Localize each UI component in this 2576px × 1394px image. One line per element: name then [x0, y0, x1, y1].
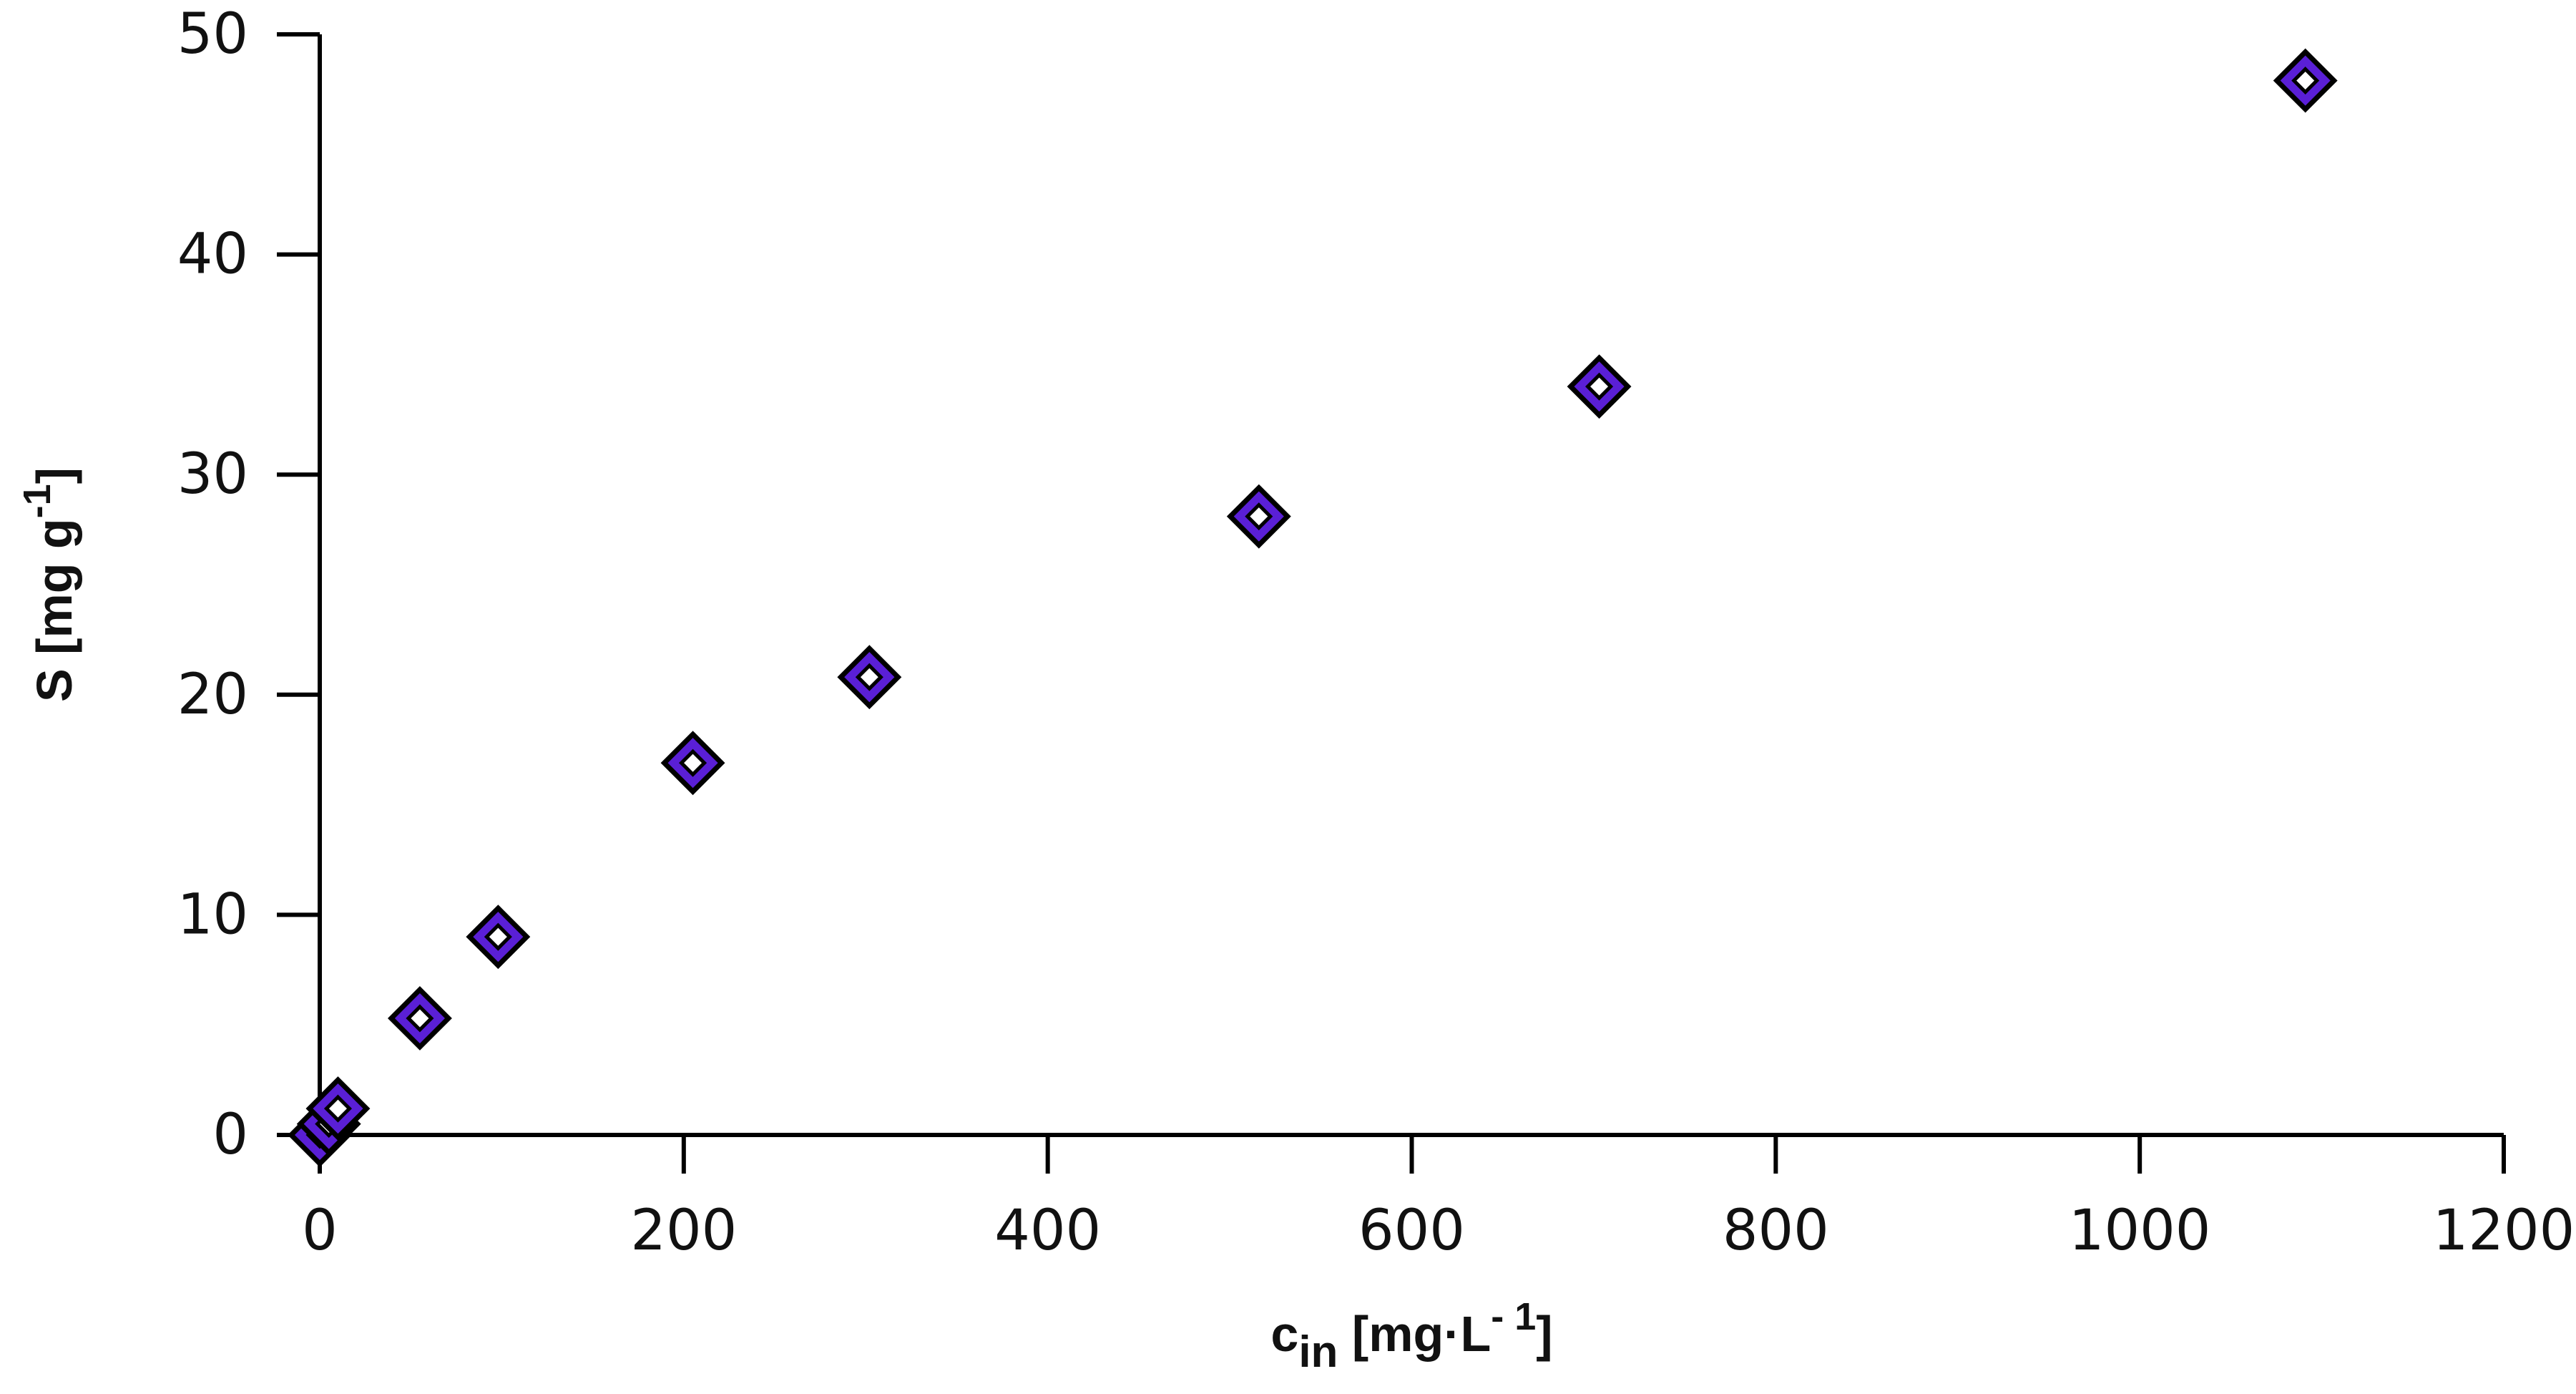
data-point: [466, 905, 531, 970]
data-point-inner: [2291, 67, 2320, 95]
x-axis-title-subscript: in: [1298, 1327, 1338, 1377]
axes: [318, 34, 2504, 1138]
x-tick-label: 1200: [2433, 1199, 2575, 1263]
y-axis-title-base: S [mg g: [26, 518, 82, 702]
data-point-inner: [1585, 372, 1614, 401]
x-tick-label: 600: [1358, 1199, 1465, 1263]
data-point: [1567, 354, 1632, 419]
data-point-inner: [855, 663, 883, 691]
x-axis-title: cin [mg·L- 1]: [1270, 1295, 1552, 1377]
x-tick-label: 200: [630, 1199, 737, 1263]
x-tick-label: 1000: [2069, 1199, 2211, 1263]
data-point-inner: [484, 922, 512, 951]
data-point-inner: [323, 1094, 352, 1123]
y-axis-title-close: ]: [26, 467, 82, 484]
x-axis-title-unit: [mg·L: [1338, 1306, 1491, 1362]
x-axis-title-close: ]: [1536, 1306, 1552, 1362]
x-axis-title-base: c: [1270, 1306, 1298, 1362]
y-tick-label: 20: [177, 663, 248, 727]
y-tick-label: 0: [212, 1103, 248, 1167]
x-tick-label: 0: [302, 1199, 338, 1263]
y-tick-label: 30: [177, 442, 248, 507]
data-point: [2273, 48, 2338, 113]
data-point: [660, 731, 725, 796]
tick-marks: [277, 32, 2506, 1174]
data-points: [288, 48, 2338, 1167]
data-point-inner: [1245, 502, 1273, 531]
y-axis-title: S [mg g-1]: [16, 467, 82, 702]
data-point: [305, 1076, 371, 1141]
tick-labels: 0 10 20 30 40 50 0 200 400 600 800 1000 1200: [177, 2, 2575, 1263]
x-tick-label: 400: [994, 1199, 1101, 1263]
data-point-inner: [679, 749, 707, 777]
y-tick-label: 40: [177, 223, 248, 287]
y-axis-title-superscript: -1: [16, 484, 59, 518]
x-tick-label: 800: [1723, 1199, 1829, 1263]
x-axis-title-superscript: - 1: [1491, 1295, 1536, 1338]
y-tick-label: 10: [177, 882, 248, 947]
data-point: [387, 986, 452, 1051]
data-point: [837, 645, 902, 710]
data-point-inner: [406, 1004, 434, 1033]
y-tick-label: 50: [177, 2, 248, 67]
data-point: [1226, 484, 1291, 549]
